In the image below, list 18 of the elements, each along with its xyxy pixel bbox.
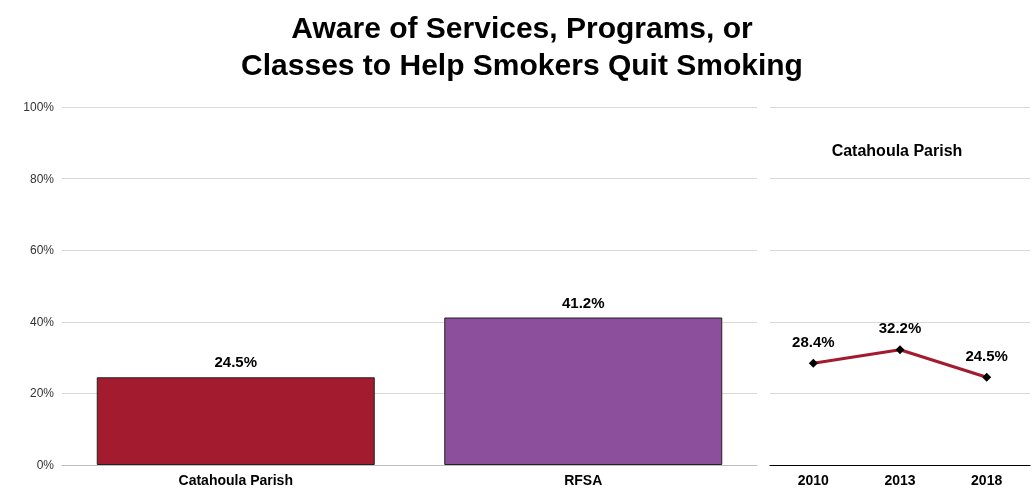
y-tick-label: 60% <box>29 243 55 258</box>
data-label: 41.2% <box>561 293 605 311</box>
y-tick-label: 40% <box>29 314 55 329</box>
x-tick-label: Catahoula Parish <box>178 472 293 488</box>
x-tick-label: RFSA <box>564 472 603 488</box>
data-label: 24.5% <box>214 353 258 371</box>
data-label: 32.2% <box>878 319 922 337</box>
x-tick-label: 2018 <box>971 472 1003 488</box>
y-tick-label: 100% <box>23 100 55 114</box>
x-tick-label: 2010 <box>797 472 830 488</box>
y-tick-label: 20% <box>29 386 55 401</box>
y-tick-label: 0% <box>36 458 55 472</box>
data-label: 24.5% <box>965 346 1008 364</box>
chart-title: Aware of Services, Programs, or Classes to Help Smokers Quit Smoking <box>241 11 803 81</box>
x-tick-label: 2013 <box>884 472 916 488</box>
y-tick-label: 80% <box>29 171 55 186</box>
data-label: 28.4% <box>792 332 835 350</box>
text: Catahoula Parish <box>831 141 963 159</box>
